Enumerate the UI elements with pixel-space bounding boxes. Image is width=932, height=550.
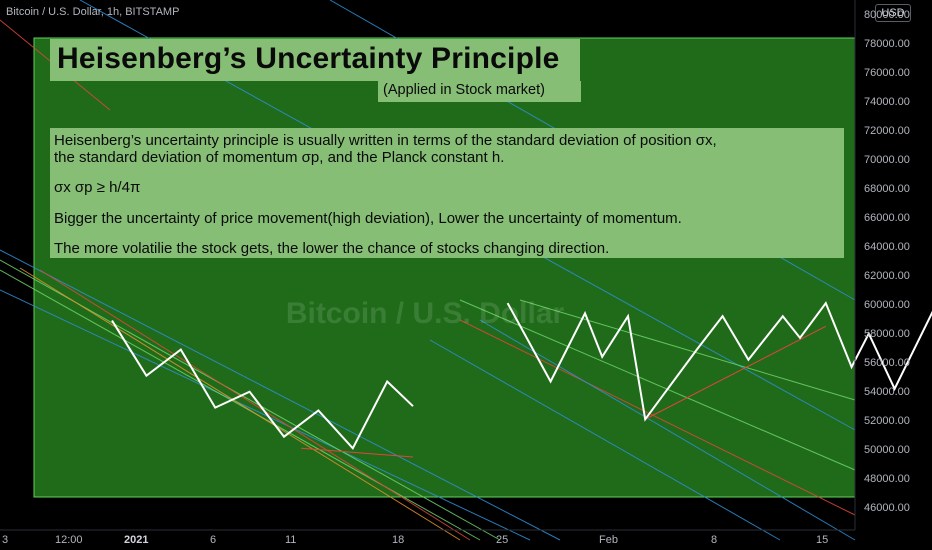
trend-channel-line [0, 289, 531, 541]
paragraph-line-4: The more volatilie the stock gets, the l… [54, 240, 610, 257]
title-panel [50, 39, 580, 81]
trend-channel-line [19, 267, 461, 541]
y-tick-label: 76000.00 [864, 66, 910, 79]
x-tick-label: 2021 [124, 534, 149, 546]
trend-channel-line [479, 319, 856, 541]
formula-line: σx σp ≥ h/4π [54, 179, 141, 196]
trend-channel-line [459, 299, 856, 471]
trend-channel-line [519, 299, 856, 401]
subtitle-panel [378, 81, 581, 102]
overlay-title: Heisenberg’s Uncertainty Principle [57, 42, 560, 75]
x-tick-label: 3 [2, 534, 9, 546]
paragraph-line-1: Heisenberg’s uncertainty principle is us… [54, 132, 717, 149]
overlay-subtitle: (Applied in Stock market) [383, 82, 545, 98]
y-tick-label: 58000.00 [864, 328, 910, 341]
x-tick-label: 12:00 [55, 534, 83, 546]
x-tick-label: 25 [496, 534, 509, 546]
trend-channel-line [429, 339, 781, 541]
x-tick-label: 11 [285, 534, 297, 546]
y-tick-label: 68000.00 [864, 182, 910, 195]
symbol-watermark: Bitcoin / U.S. Dollar [286, 297, 565, 330]
price-line [506, 301, 932, 422]
y-tick-label: 62000.00 [864, 269, 910, 282]
x-tick-label: 15 [816, 534, 829, 546]
y-tick-label: 74000.00 [864, 95, 910, 108]
y-tick-label: 70000.00 [864, 153, 910, 166]
y-tick-label: 60000.00 [864, 299, 910, 311]
y-tick-label: 78000.00 [864, 37, 910, 50]
y-tick-label: 56000.00 [864, 357, 910, 370]
trend-channel-line [459, 319, 856, 516]
y-tick-label: 48000.00 [864, 473, 910, 486]
trend-channel-line [39, 269, 471, 541]
trend-channel-line [0, 269, 481, 541]
x-tick-label: 18 [392, 534, 405, 546]
paragraph-line-2: the standard deviation of momentum σp, a… [54, 149, 505, 166]
y-tick-label: 50000.00 [864, 444, 910, 457]
y-tick-label: 46000.00 [864, 502, 910, 515]
y-tick-label: 72000.00 [864, 124, 910, 137]
y-tick-label: 52000.00 [864, 415, 910, 428]
x-tick-label: 6 [210, 534, 217, 546]
y-tick-label: 66000.00 [864, 211, 910, 224]
trend-channel-line [644, 325, 827, 420]
y-tick-label: 64000.00 [864, 240, 910, 253]
currency-button[interactable]: USD [875, 4, 911, 22]
symbol-header: Bitcoin / U.S. Dollar, 1h, BITSTAMP [6, 6, 180, 18]
trend-channel-line [0, 249, 561, 541]
x-tick-label: 8 [711, 534, 718, 546]
x-tick-label: Feb [599, 534, 618, 546]
y-tick-label: 54000.00 [864, 386, 910, 399]
text-panel [50, 128, 844, 258]
highlight-zone [33, 37, 856, 498]
trend-channel-line [301, 447, 414, 458]
y-tick-label: 80000.00 [864, 8, 910, 21]
paragraph-line-3: Bigger the uncertainty of price movement… [54, 210, 682, 227]
price-line [111, 319, 414, 451]
